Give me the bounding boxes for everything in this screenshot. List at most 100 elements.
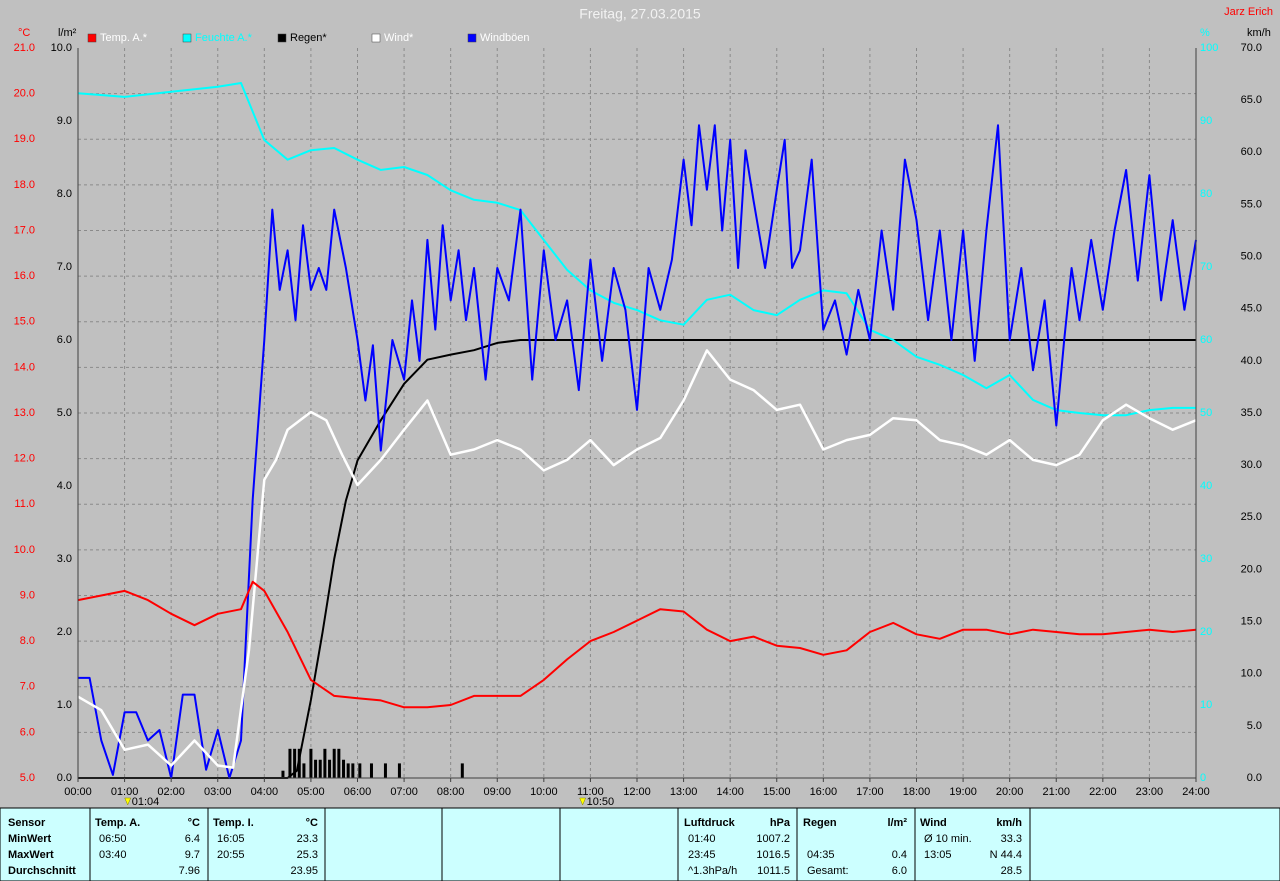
y-tick-label: 60.0 (1241, 146, 1262, 158)
rain-bar (351, 763, 355, 778)
legend-label: Regen* (290, 32, 327, 44)
table-cell-label: ^1.3hPa/h (688, 865, 737, 877)
y-tick-label: 5.0 (57, 407, 72, 419)
table-cell-value: 28.5 (1001, 865, 1022, 877)
table-header: Wind (920, 817, 947, 829)
y-tick-label: 50 (1200, 407, 1212, 419)
axis-unit: km/h (1247, 27, 1271, 39)
x-tick-label: 16:00 (810, 786, 838, 798)
author: Jarz Erich (1224, 6, 1273, 18)
y-tick-label: 7.0 (57, 261, 72, 273)
y-tick-label: 35.0 (1241, 407, 1262, 419)
y-tick-label: 30.0 (1241, 459, 1262, 471)
x-tick-label: 17:00 (856, 786, 884, 798)
y-tick-label: 20.0 (14, 88, 35, 100)
x-tick-label: 18:00 (903, 786, 931, 798)
y-tick-label: 19.0 (14, 133, 35, 145)
row-label: MinWert (8, 833, 52, 845)
table-cell-value: 25.3 (297, 849, 318, 861)
table-cell-label: 20:55 (217, 849, 245, 861)
table-unit: l/m² (887, 817, 907, 829)
grid (78, 48, 1196, 778)
table-unit: °C (306, 817, 318, 829)
y-tick-label: 55.0 (1241, 198, 1262, 210)
x-tick-label: 09:00 (483, 786, 511, 798)
x-tick-label: 13:00 (670, 786, 698, 798)
legend-swatch (87, 33, 97, 43)
chart-background (0, 0, 1280, 808)
x-tick-label: 07:00 (390, 786, 418, 798)
table-cell-label: Ø 10 min. (924, 833, 972, 845)
x-tick-label: 24:00 (1182, 786, 1210, 798)
table-cell-label: 16:05 (217, 833, 245, 845)
rain-bar (314, 759, 318, 778)
x-tick-label: 21:00 (1042, 786, 1070, 798)
table-header: Temp. A. (95, 817, 140, 829)
y-tick-label: 50.0 (1241, 250, 1262, 262)
table-cell-value: 1007.2 (756, 833, 790, 845)
y-tick-label: 14.0 (14, 361, 35, 373)
y-tick-label: 20 (1200, 626, 1212, 638)
table-header: Luftdruck (684, 817, 736, 829)
series-line (77, 349, 1197, 769)
rain-bar (397, 763, 401, 778)
table-header: Temp. I. (213, 817, 254, 829)
y-tick-label: 5.0 (1247, 720, 1262, 732)
table-cell-value: 6.0 (892, 865, 907, 877)
y-tick-label: 7.0 (20, 681, 35, 693)
y-tick-label: 60 (1200, 334, 1212, 346)
y-tick-label: 10 (1200, 699, 1212, 711)
time-marker (579, 797, 587, 806)
x-tick-label: 02:00 (157, 786, 185, 798)
rain-bar (293, 748, 297, 778)
x-tick-label: 10:00 (530, 786, 558, 798)
x-tick-label: 00:00 (64, 786, 92, 798)
legend-label: Feuchte A.* (195, 32, 253, 44)
y-tick-label: 1.0 (57, 699, 72, 711)
rain-bar (328, 759, 332, 778)
y-tick-label: 16.0 (14, 270, 35, 282)
y-tick-label: 80 (1200, 188, 1212, 200)
y-tick-label: 21.0 (14, 42, 35, 54)
x-tick-label: 04:00 (251, 786, 279, 798)
table-cell-value: 23.3 (297, 833, 318, 845)
y-tick-label: 9.0 (57, 115, 72, 127)
table-cell-value: 7.96 (179, 865, 200, 877)
table-header: Sensor (8, 817, 46, 829)
x-tick-label: 11:00 (577, 786, 604, 798)
y-tick-label: 9.0 (20, 589, 35, 601)
series-line (78, 124, 1197, 779)
y-tick-label: 8.0 (57, 188, 72, 200)
series-line (77, 580, 1197, 709)
y-tick-label: 10.0 (51, 42, 72, 54)
x-tick-label: 06:00 (344, 786, 372, 798)
y-tick-label: 70 (1200, 261, 1212, 273)
y-tick-label: 0 (1200, 772, 1206, 784)
x-tick-label: 15:00 (763, 786, 791, 798)
y-tick-label: 65.0 (1241, 94, 1262, 106)
y-tick-label: 15.0 (14, 316, 35, 328)
y-tick-label: 3.0 (57, 553, 72, 565)
rain-bar (369, 763, 373, 778)
table-cell-label: 23:45 (688, 849, 716, 861)
time-marker-label: 10:50 (587, 796, 615, 808)
table-background (0, 807, 1280, 881)
time-marker (124, 797, 132, 806)
x-tick-label: 08:00 (437, 786, 465, 798)
table-cell-value: N 44.4 (990, 849, 1022, 861)
axis-unit: % (1200, 27, 1210, 39)
x-tick-label: 01:00 (111, 786, 139, 798)
table-cell-label: 13:05 (924, 849, 952, 861)
rain-bar (460, 763, 464, 778)
rain-bar (309, 748, 313, 778)
y-tick-label: 2.0 (57, 626, 72, 638)
rain-bar (383, 763, 387, 778)
series-line (78, 339, 1196, 779)
y-tick-label: 40 (1200, 480, 1212, 492)
row-label: Durchschnitt (8, 865, 76, 877)
table-cell-label: 03:40 (99, 849, 127, 861)
y-tick-label: 90 (1200, 115, 1212, 127)
table-cell-value: 1016.5 (756, 849, 790, 861)
table-unit: °C (188, 817, 200, 829)
legend-label: Temp. A.* (100, 32, 148, 44)
